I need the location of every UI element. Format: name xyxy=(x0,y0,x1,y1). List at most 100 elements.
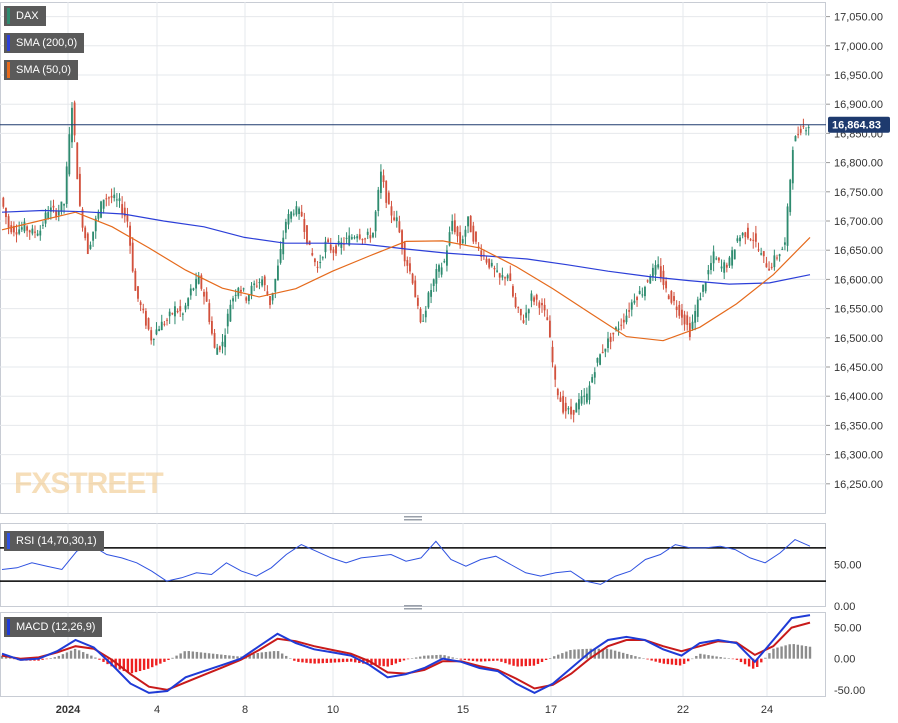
candle-body xyxy=(179,306,182,312)
candle-body xyxy=(575,403,578,413)
macd-hist-bar xyxy=(496,658,499,661)
macd-hist-bar xyxy=(0,655,4,659)
candle-body xyxy=(205,291,208,302)
candle-body xyxy=(728,257,731,266)
candle-body xyxy=(155,329,158,335)
candle-body xyxy=(617,328,620,330)
candle-body xyxy=(126,215,129,222)
ytick-label-15: 16,300.00 xyxy=(834,450,883,462)
candle-body xyxy=(158,329,161,332)
macd-hist-bar xyxy=(439,654,442,659)
candle-body xyxy=(659,266,662,279)
macd-hist-bar xyxy=(203,652,207,659)
macd-hist-bar xyxy=(159,658,162,664)
candle-body xyxy=(108,197,110,199)
macd-hist-bar xyxy=(329,658,333,663)
macd-hist-bar xyxy=(492,658,495,661)
candle-body xyxy=(189,288,192,296)
candle-body xyxy=(324,241,327,253)
candle-body xyxy=(335,245,337,254)
candle-body xyxy=(369,235,372,239)
ytick-label-9: 16,600.00 xyxy=(834,274,883,286)
macd-hist-bar xyxy=(406,658,410,660)
candle-body xyxy=(461,239,464,244)
macd-hist-bar xyxy=(715,656,718,659)
candle-body xyxy=(255,285,258,287)
candle-body xyxy=(490,262,493,267)
macd-line xyxy=(1,614,811,695)
macd-hist-bar xyxy=(126,658,130,673)
candle-body xyxy=(42,224,44,226)
candle-body xyxy=(799,128,802,133)
macd-hist-bar xyxy=(98,658,101,660)
macd-hist-bar xyxy=(8,657,12,659)
ytick-label-10: 16,550.00 xyxy=(834,304,883,316)
candle-body xyxy=(300,211,303,217)
ytick-label-14: 16,350.00 xyxy=(834,420,883,432)
candle-body xyxy=(232,298,234,302)
macd-hist-bar xyxy=(142,658,146,670)
macd-hist-bar xyxy=(593,648,597,659)
macd-hist-bar xyxy=(155,658,158,666)
macd-hist-bar xyxy=(650,658,653,661)
candle-body xyxy=(94,218,97,232)
candle-body xyxy=(538,302,541,308)
candle-body xyxy=(488,258,491,268)
macd-hist-bar xyxy=(609,649,613,659)
candle-body xyxy=(287,213,290,225)
macd-hist-bar xyxy=(228,655,231,659)
candle-body xyxy=(139,302,142,305)
macd-hist-bar xyxy=(321,658,324,664)
candle-body xyxy=(163,323,166,325)
macd-hist-bar xyxy=(557,654,560,659)
candle-body xyxy=(316,266,319,268)
macd-hist-bar xyxy=(666,658,670,665)
rsi-ytick-label-1: 0.00 xyxy=(834,601,855,613)
macd-hist-bar xyxy=(463,658,467,661)
legend-sma200[interactable]: SMA (200,0) xyxy=(4,33,85,53)
candle-body xyxy=(614,327,617,330)
candle-body xyxy=(142,308,145,311)
macd-hist-bar xyxy=(528,658,532,666)
macd-hist-bar xyxy=(309,658,312,664)
candle-body xyxy=(475,231,477,242)
candle-body xyxy=(805,130,807,132)
macd-hist-bar xyxy=(520,658,523,667)
candle-body xyxy=(171,313,174,315)
candle-body xyxy=(60,201,63,212)
candle-body xyxy=(395,217,398,222)
candle-body xyxy=(81,209,84,228)
macd-hist-bar xyxy=(471,658,475,661)
candle-body xyxy=(578,399,580,410)
legend-dax[interactable]: DAX xyxy=(4,6,46,26)
legend-rsi[interactable]: RSI (14,70,30,1) xyxy=(4,531,104,551)
legend-macd-swatch xyxy=(7,619,10,635)
macd-hist-bar xyxy=(297,658,300,662)
candle-body xyxy=(84,227,87,239)
macd-hist-bar xyxy=(236,656,239,659)
candle-body xyxy=(229,304,232,322)
watermark-fxstreet: FXSTREET xyxy=(14,467,163,500)
legend-sma200-label: SMA (200,0) xyxy=(16,37,78,49)
xtick-label-0: 2024 xyxy=(56,704,81,716)
macd-hist-bar xyxy=(49,658,52,659)
macd-hist-bar xyxy=(435,655,438,659)
candle-body xyxy=(213,332,216,348)
macd-hist-bar xyxy=(94,657,97,659)
macd-hist-bar xyxy=(276,651,280,659)
macd-hist-bar xyxy=(394,658,398,664)
candle-body xyxy=(414,280,417,298)
candle-body xyxy=(762,251,765,257)
candle-body xyxy=(506,275,509,279)
candle-body xyxy=(303,219,306,232)
candle-body xyxy=(419,308,422,323)
legend-macd[interactable]: MACD (12,26,9) xyxy=(4,617,103,637)
macd-hist-bar xyxy=(447,656,450,659)
candle-body xyxy=(670,290,673,303)
candle-body xyxy=(556,389,559,396)
macd-hist-bar xyxy=(175,655,178,659)
legend-sma50[interactable]: SMA (50,0) xyxy=(4,60,79,80)
candle-body xyxy=(187,298,190,307)
